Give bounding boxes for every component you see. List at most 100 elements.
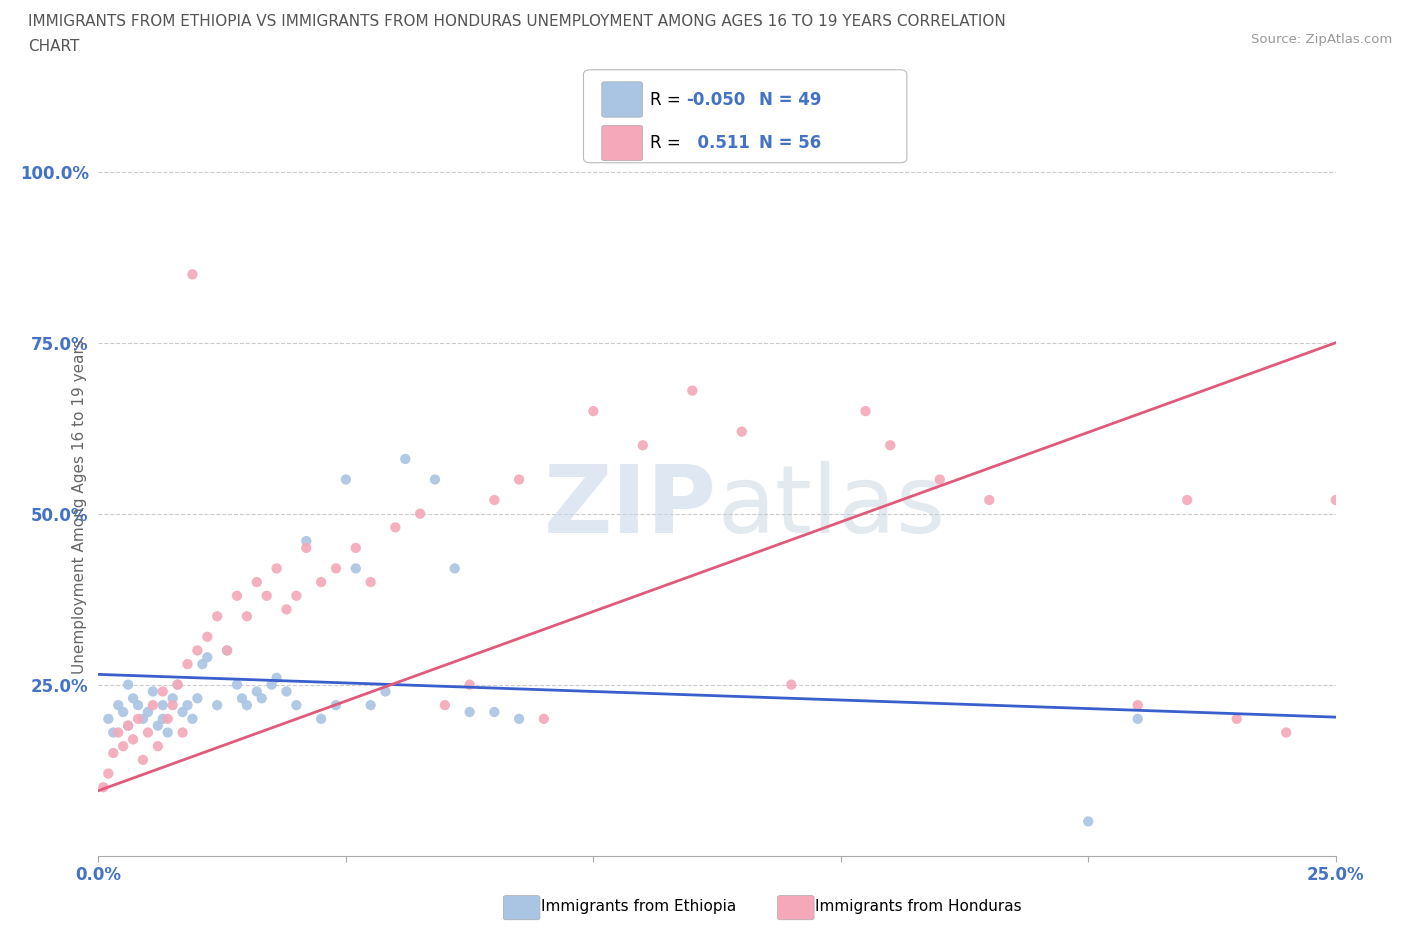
Point [266,561,288,576]
Point [103,725,125,740]
Point [855,404,877,418]
Point [374,684,396,699]
Point [979,493,1001,508]
Point [325,561,347,576]
Point [226,677,249,692]
Point [325,698,347,712]
Point [285,589,308,604]
Point [260,677,283,692]
Text: CHART: CHART [28,39,80,54]
Point [107,725,129,740]
Point [250,691,273,706]
Point [217,643,239,658]
Point [136,705,159,720]
Point [236,609,259,624]
Point [112,705,135,720]
Point [1324,493,1347,508]
Point [205,609,228,624]
Point [162,691,184,706]
Text: N = 56: N = 56 [759,134,821,152]
Point [1126,711,1149,726]
Point [97,766,120,781]
Point [533,711,555,726]
Point [122,691,145,706]
Point [107,698,129,712]
Point [360,575,382,590]
Point [231,691,253,706]
Text: ZIP: ZIP [544,461,717,552]
Point [458,705,481,720]
Point [458,677,481,692]
Point [152,684,174,699]
Text: N = 49: N = 49 [759,90,821,109]
Point [176,657,198,671]
Point [103,746,125,761]
Point [1077,814,1099,829]
Text: 0.511: 0.511 [686,134,749,152]
Text: atlas: atlas [717,461,945,552]
Point [146,718,169,733]
Point [508,711,530,726]
Point [136,725,159,740]
Point [443,561,465,576]
Point [132,711,155,726]
Point [181,711,204,726]
Point [186,643,208,658]
Point [879,438,901,453]
Point [731,424,754,439]
Point [484,493,506,508]
Point [360,698,382,712]
Point [127,698,149,712]
Point [681,383,703,398]
Point [1275,725,1298,740]
Point [582,404,605,418]
Point [166,677,188,692]
Point [631,438,654,453]
Point [122,732,145,747]
Point [384,520,406,535]
Point [112,738,135,753]
Point [176,698,198,712]
Point [309,711,332,726]
Point [117,718,139,733]
Y-axis label: Unemployment Among Ages 16 to 19 years: Unemployment Among Ages 16 to 19 years [72,339,87,674]
Point [484,705,506,720]
Point [217,643,239,658]
Point [172,725,194,740]
Point [309,575,332,590]
Point [156,725,179,740]
Point [1126,698,1149,712]
Text: R =: R = [650,90,686,109]
Point [266,671,288,685]
Point [276,684,298,699]
Point [195,630,218,644]
Text: IMMIGRANTS FROM ETHIOPIA VS IMMIGRANTS FROM HONDURAS UNEMPLOYMENT AMONG AGES 16 : IMMIGRANTS FROM ETHIOPIA VS IMMIGRANTS F… [28,14,1005,29]
Point [236,698,259,712]
Point [156,711,179,726]
Point [142,684,165,699]
Point [186,691,208,706]
Point [152,711,174,726]
Point [127,711,149,726]
Text: Source: ZipAtlas.com: Source: ZipAtlas.com [1251,33,1392,46]
Point [246,575,269,590]
Point [132,752,155,767]
Point [276,602,298,617]
Point [142,698,165,712]
Point [205,698,228,712]
Point [93,779,115,794]
Point [162,698,184,712]
Point [172,705,194,720]
Point [152,698,174,712]
Point [335,472,357,487]
Point [166,677,188,692]
Point [928,472,950,487]
Point [117,677,139,692]
Point [508,472,530,487]
Point [1175,493,1198,508]
Point [344,561,367,576]
Point [344,540,367,555]
Point [295,540,318,555]
Point [295,534,318,549]
Point [181,267,204,282]
